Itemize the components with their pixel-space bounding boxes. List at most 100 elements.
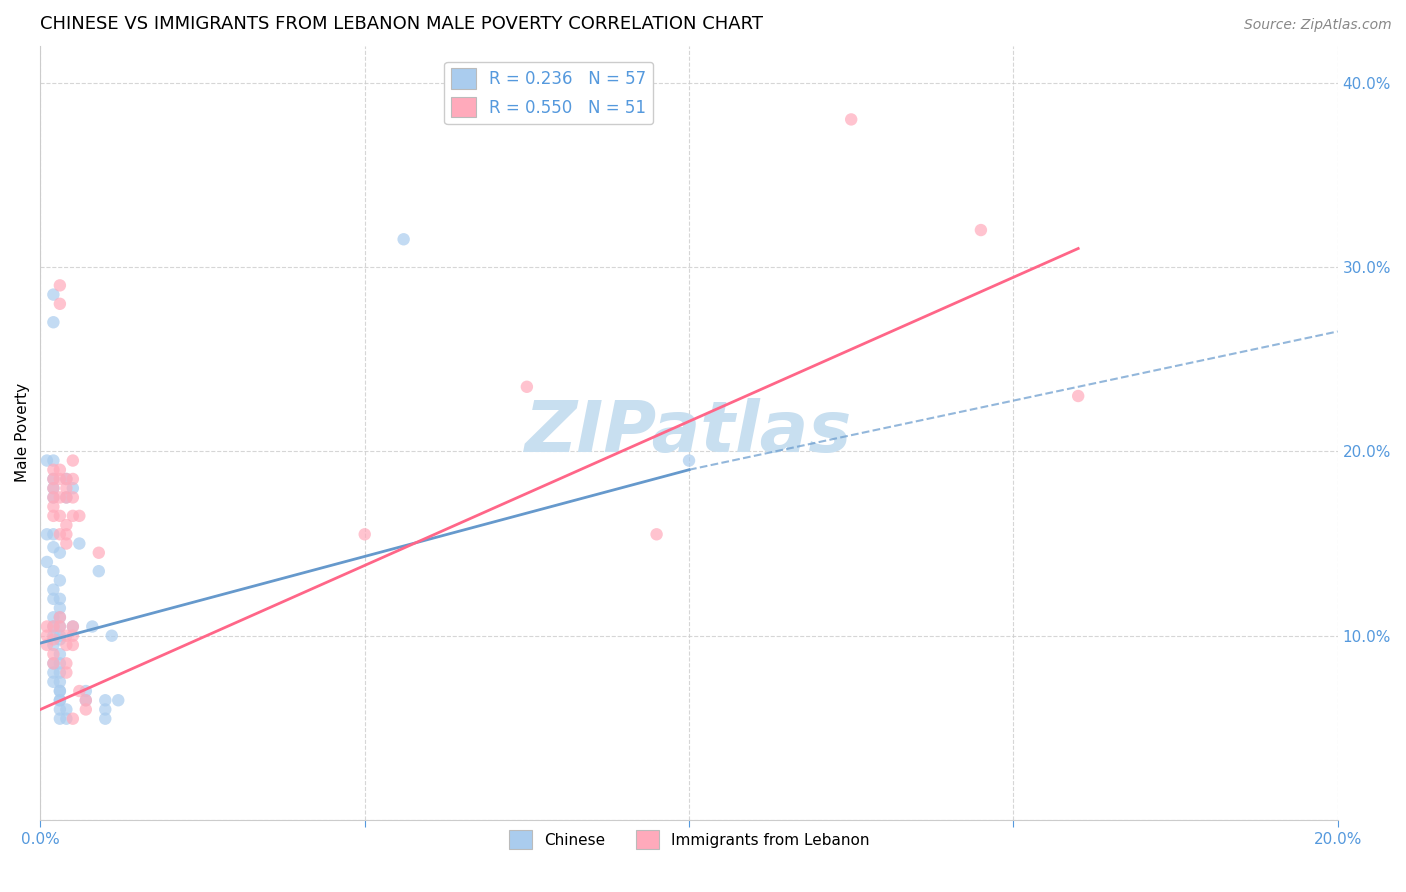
Text: CHINESE VS IMMIGRANTS FROM LEBANON MALE POVERTY CORRELATION CHART: CHINESE VS IMMIGRANTS FROM LEBANON MALE … <box>41 15 763 33</box>
Point <box>75 702 97 716</box>
Point <box>49 297 72 311</box>
Point <box>55 702 77 716</box>
Point <box>49 684 72 698</box>
Point <box>49 712 72 726</box>
Point <box>55 518 77 533</box>
Point <box>49 610 72 624</box>
Point <box>55 712 77 726</box>
Point <box>62 453 84 467</box>
Point <box>42 582 65 597</box>
Point <box>49 657 72 671</box>
Point <box>62 638 84 652</box>
Point <box>42 472 65 486</box>
Point <box>35 527 58 541</box>
Point <box>49 472 72 486</box>
Point <box>42 619 65 633</box>
Point <box>1067 389 1090 403</box>
Point <box>62 491 84 505</box>
Point <box>49 693 72 707</box>
Point <box>42 527 65 541</box>
Point <box>42 665 65 680</box>
Point <box>94 702 117 716</box>
Point <box>62 508 84 523</box>
Point <box>55 638 77 652</box>
Point <box>42 632 65 647</box>
Point <box>42 619 65 633</box>
Point <box>970 223 993 237</box>
Point <box>49 632 72 647</box>
Point <box>42 472 65 486</box>
Point <box>62 712 84 726</box>
Point <box>62 619 84 633</box>
Point <box>42 500 65 514</box>
Point <box>49 619 72 633</box>
Point <box>75 693 97 707</box>
Point <box>42 629 65 643</box>
Point <box>49 591 72 606</box>
Point <box>94 693 117 707</box>
Point <box>100 629 122 643</box>
Point <box>49 546 72 560</box>
Point <box>42 453 65 467</box>
Point <box>42 508 65 523</box>
Point <box>516 380 538 394</box>
Point <box>49 647 72 661</box>
Point <box>42 287 65 301</box>
Point <box>55 472 77 486</box>
Point <box>55 491 77 505</box>
Point <box>42 315 65 329</box>
Point <box>42 591 65 606</box>
Point <box>35 638 58 652</box>
Point <box>49 601 72 615</box>
Point <box>49 702 72 716</box>
Point <box>42 674 65 689</box>
Point <box>678 453 700 467</box>
Point <box>55 472 77 486</box>
Point <box>49 574 72 588</box>
Point <box>62 619 84 633</box>
Point <box>839 112 862 127</box>
Point <box>42 481 65 495</box>
Point <box>67 536 90 550</box>
Point <box>107 693 129 707</box>
Point <box>82 619 104 633</box>
Point <box>55 491 77 505</box>
Point <box>42 647 65 661</box>
Point <box>75 693 97 707</box>
Point <box>392 232 415 246</box>
Y-axis label: Male Poverty: Male Poverty <box>15 384 30 483</box>
Point <box>49 527 72 541</box>
Point <box>87 546 110 560</box>
Point <box>49 278 72 293</box>
Point <box>353 527 375 541</box>
Point <box>62 481 84 495</box>
Point <box>49 619 72 633</box>
Point <box>35 453 58 467</box>
Point <box>42 610 65 624</box>
Point <box>645 527 668 541</box>
Point <box>49 610 72 624</box>
Point <box>42 540 65 554</box>
Text: Source: ZipAtlas.com: Source: ZipAtlas.com <box>1244 18 1392 32</box>
Text: ZIPatlas: ZIPatlas <box>526 399 852 467</box>
Point <box>42 564 65 578</box>
Point <box>55 536 77 550</box>
Point <box>35 555 58 569</box>
Point <box>55 527 77 541</box>
Point <box>49 508 72 523</box>
Point <box>87 564 110 578</box>
Point <box>42 481 65 495</box>
Point <box>49 491 72 505</box>
Point <box>55 481 77 495</box>
Point <box>49 665 72 680</box>
Point <box>55 629 77 643</box>
Point <box>55 665 77 680</box>
Point <box>42 491 65 505</box>
Point <box>49 463 72 477</box>
Point <box>62 629 84 643</box>
Point <box>42 657 65 671</box>
Legend: Chinese, Immigrants from Lebanon: Chinese, Immigrants from Lebanon <box>503 824 876 855</box>
Point <box>49 629 72 643</box>
Point <box>35 619 58 633</box>
Point <box>75 684 97 698</box>
